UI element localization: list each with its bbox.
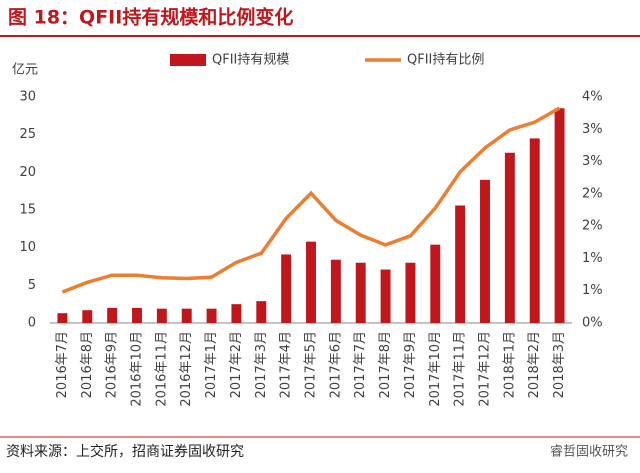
bar	[306, 241, 316, 323]
x-tick-label: 2016年8月	[80, 331, 95, 398]
x-tick-label: 2018年2月	[527, 331, 542, 398]
x-tick-label: 2017年8月	[378, 331, 393, 398]
bar	[504, 152, 515, 323]
bar	[480, 179, 490, 323]
y-tick-label: 20	[19, 165, 36, 180]
legend-swatch	[170, 54, 206, 66]
bar	[554, 108, 565, 323]
bar	[380, 269, 391, 323]
line	[61, 106, 561, 294]
watermark: 睿哲固收研究	[550, 445, 628, 460]
x-tick-label: 2018年1月	[502, 331, 517, 398]
y-tick-label: 10	[19, 240, 36, 255]
x-tick-label: 2017年4月	[279, 331, 294, 398]
bar	[405, 262, 416, 323]
legend-label: QFII持有规模	[212, 53, 289, 68]
bar	[529, 138, 540, 323]
legend-label: QFII持有比例	[407, 53, 484, 68]
y-tick-label: 5	[28, 278, 36, 293]
x-tick-label: 2017年2月	[229, 331, 244, 398]
x-tick-label: 2017年12月	[478, 331, 493, 407]
y-axis-label: 亿元	[12, 63, 38, 78]
y-tick-label: 15	[19, 203, 36, 218]
bar	[256, 301, 267, 323]
x-tick-label: 2016年11月	[154, 331, 169, 407]
bar	[231, 304, 242, 323]
y2-tick-label: 3%	[582, 122, 603, 137]
y2-tick-label: 2%	[582, 219, 603, 234]
x-tick-label: 2017年10月	[428, 331, 443, 407]
x-tick-label: 2017年5月	[304, 331, 319, 398]
x-tick-label: 2016年12月	[179, 331, 194, 407]
bar	[156, 308, 167, 323]
x-tick-label: 2017年7月	[353, 331, 368, 398]
bar	[281, 254, 292, 323]
x-tick-label: 2017年3月	[254, 331, 269, 398]
bar	[330, 259, 341, 323]
x-tick-label: 2017年11月	[453, 331, 468, 407]
x-tick-label: 2016年10月	[130, 331, 145, 407]
y2-tick-label: 1%	[582, 283, 603, 298]
x-tick-label: 2017年1月	[204, 331, 219, 398]
source: 资料来源：上交所，招商证券固收研究	[6, 443, 244, 460]
bar	[355, 262, 366, 323]
bar	[107, 307, 118, 323]
y2-tick-label: 0%	[582, 316, 603, 331]
y2-tick-label: 4%	[582, 90, 603, 105]
x-tick-label: 2017年9月	[403, 331, 418, 398]
y2-tick-label: 1%	[582, 251, 603, 266]
y-tick-label: 30	[19, 90, 36, 105]
y2-tick-label: 3%	[582, 154, 603, 169]
x-tick-label: 2016年9月	[105, 331, 120, 398]
bar	[455, 205, 466, 323]
x-tick-label: 2017年6月	[328, 331, 343, 398]
bar	[57, 313, 68, 323]
y-tick-label: 25	[19, 127, 36, 142]
x-tick-label: 2016年7月	[55, 331, 70, 398]
bar	[430, 244, 441, 323]
y-tick-label: 0	[28, 316, 36, 331]
x-tick-label: 2018年3月	[552, 331, 567, 398]
bar	[132, 307, 142, 323]
bar	[82, 310, 93, 323]
bar	[181, 308, 192, 323]
bar	[206, 308, 217, 323]
y2-tick-label: 2%	[582, 186, 603, 201]
chart-title: 图 18：QFII持有规模和比例变化	[8, 6, 293, 29]
